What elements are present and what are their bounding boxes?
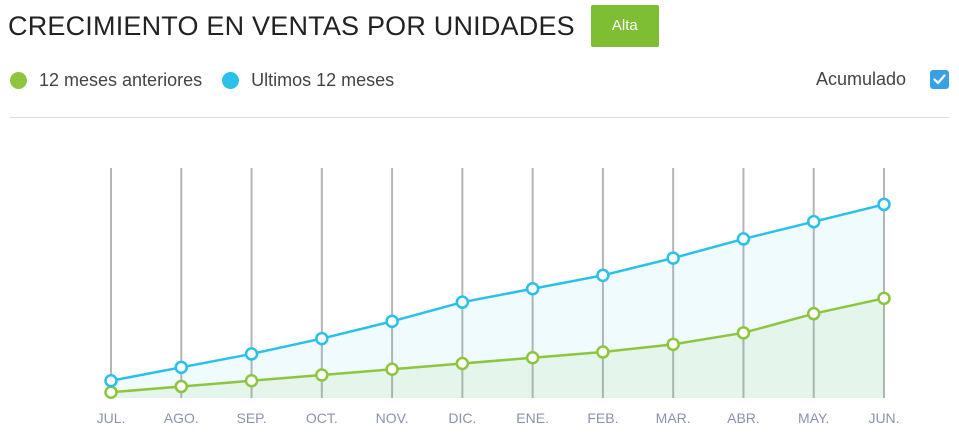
data-point-previous xyxy=(315,368,329,382)
last-series-dot-icon xyxy=(222,72,240,89)
x-tick-label: DIC. xyxy=(448,410,476,426)
chart-header: CRECIMIENTO EN VENTAS POR UNIDADES Alta xyxy=(8,4,659,48)
data-point-last xyxy=(104,374,118,388)
data-point-last xyxy=(315,331,329,346)
x-tick-label: NOV. xyxy=(376,410,409,426)
legend-last-label: Ultimos 12 meses xyxy=(251,70,395,90)
data-point-previous xyxy=(525,351,540,365)
x-tick-label: MAY. xyxy=(798,410,829,426)
x-tick-label: MAR. xyxy=(656,410,691,426)
data-point-previous xyxy=(806,306,821,321)
data-point-previous xyxy=(877,291,891,306)
alta-badge[interactable]: Alta xyxy=(590,5,659,47)
header-divider xyxy=(10,117,949,118)
legend-item-previous[interactable]: 12 meses anteriores xyxy=(10,70,202,91)
data-point-last xyxy=(174,360,189,375)
data-point-previous xyxy=(455,356,470,371)
previous-series-dot-icon xyxy=(10,72,27,89)
x-tick-label: ABR. xyxy=(727,410,760,426)
data-point-last xyxy=(806,214,821,229)
data-point-previous xyxy=(596,345,610,359)
x-tick-label: SEP. xyxy=(236,410,266,426)
x-tick-label: AGO. xyxy=(164,410,199,426)
checkmark-icon xyxy=(933,74,946,85)
series-line-last xyxy=(110,203,885,382)
data-point-last xyxy=(877,197,891,212)
cumulative-checkbox[interactable] xyxy=(930,70,949,89)
cumulative-toggle[interactable]: Acumulado xyxy=(816,69,949,90)
chart-legend: 12 meses anteriores Ultimos 12 meses xyxy=(10,70,414,91)
data-point-last xyxy=(244,347,259,361)
data-point-previous xyxy=(244,374,259,388)
x-tick-label: FEB. xyxy=(587,410,618,426)
legend-previous-label: 12 meses anteriores xyxy=(39,70,203,90)
x-tick-label: ENE. xyxy=(516,410,549,426)
x-tick-label: JUN. xyxy=(868,410,899,426)
series-area-previous xyxy=(111,298,884,398)
data-point-previous xyxy=(104,385,118,399)
cumulative-label: Acumulado xyxy=(815,69,906,89)
chart-title: CRECIMIENTO EN VENTAS POR UNIDADES xyxy=(8,10,575,41)
data-point-last xyxy=(666,251,680,265)
data-point-last xyxy=(525,282,540,296)
data-point-last xyxy=(596,268,610,283)
x-tick-label: OCT. xyxy=(306,410,338,426)
data-point-last xyxy=(455,295,470,309)
data-point-last xyxy=(736,232,751,246)
data-point-last xyxy=(385,314,399,329)
series-area-last xyxy=(111,204,884,398)
data-point-previous xyxy=(385,362,399,376)
data-point-previous xyxy=(666,337,680,352)
data-point-previous xyxy=(174,379,189,394)
legend-item-last[interactable]: Ultimos 12 meses xyxy=(222,70,394,91)
x-tick-label: JUL. xyxy=(97,410,126,426)
data-point-previous xyxy=(736,326,751,340)
series-line-previous xyxy=(110,297,885,394)
